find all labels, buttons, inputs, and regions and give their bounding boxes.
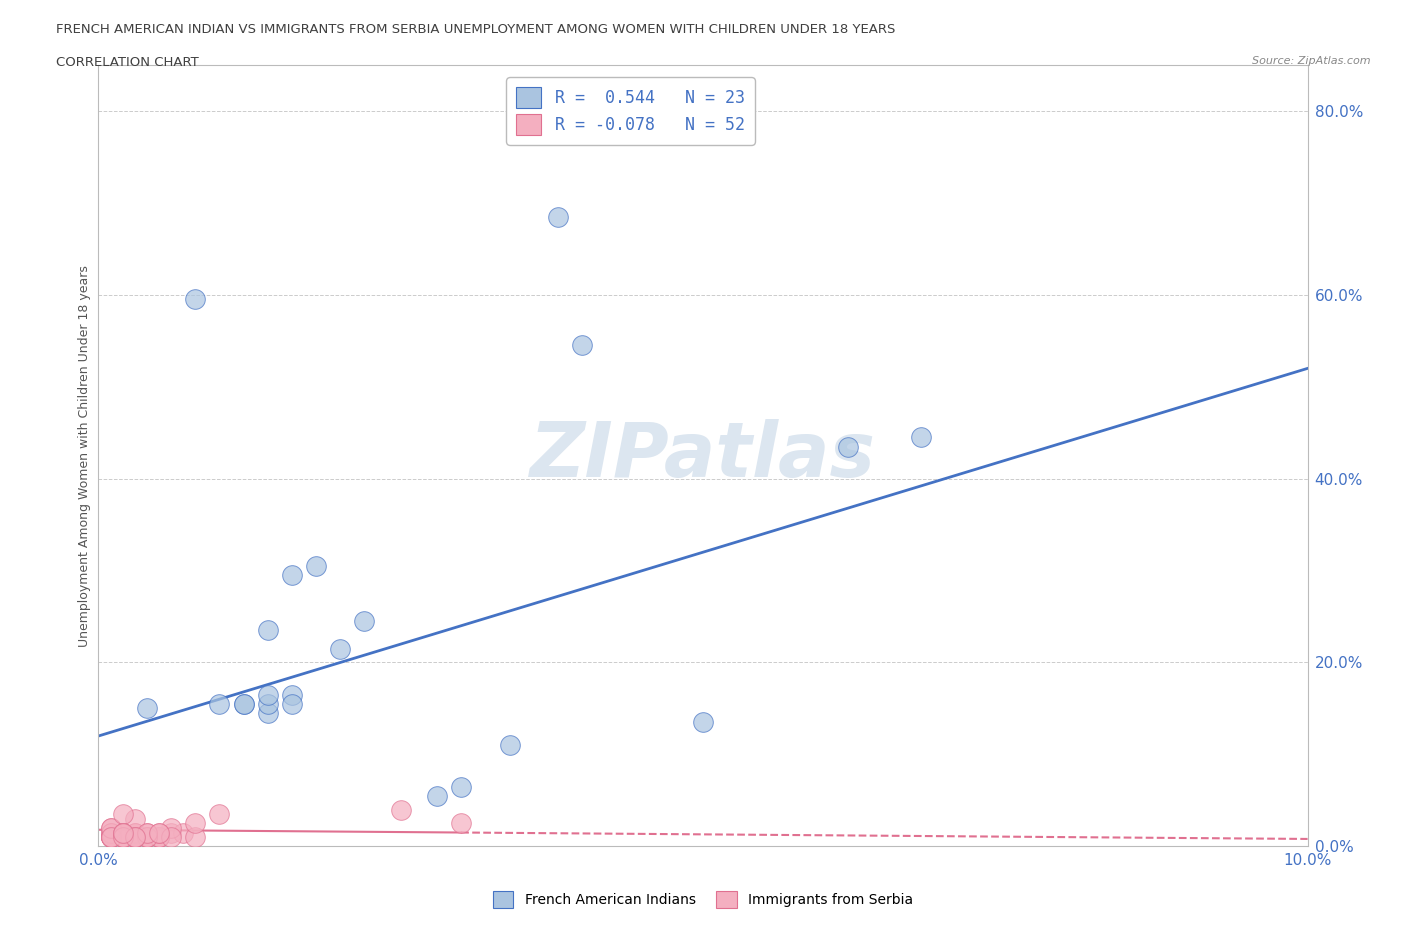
Point: [100, 820, 122, 835]
Point: [100, 820, 122, 835]
Point: [184, 830, 207, 844]
Point: [124, 825, 146, 840]
Point: [148, 825, 170, 840]
Point: [498, 737, 520, 752]
Point: [160, 825, 183, 840]
Point: [111, 825, 134, 840]
Point: [111, 825, 134, 840]
Point: [910, 430, 932, 445]
Point: [111, 825, 134, 840]
Point: [111, 830, 134, 844]
Point: [100, 825, 122, 840]
Point: [135, 830, 157, 844]
Point: [100, 830, 122, 844]
Point: [100, 830, 122, 844]
Point: [100, 825, 122, 840]
Point: [353, 614, 375, 629]
Point: [305, 559, 328, 574]
Legend: R =  0.544   N = 23, R = -0.078   N = 52: R = 0.544 N = 23, R = -0.078 N = 52: [506, 77, 755, 145]
Point: [148, 825, 170, 840]
Point: [571, 338, 593, 352]
Text: Source: ZipAtlas.com: Source: ZipAtlas.com: [1253, 56, 1371, 66]
Point: [111, 825, 134, 840]
Point: [256, 687, 278, 702]
Point: [100, 830, 122, 844]
Point: [135, 830, 157, 844]
Legend: French American Indians, Immigrants from Serbia: French American Indians, Immigrants from…: [486, 885, 920, 914]
Point: [135, 825, 157, 840]
Point: [184, 292, 207, 307]
Text: ZIPatlas: ZIPatlas: [530, 418, 876, 493]
Point: [281, 567, 304, 582]
Point: [148, 830, 170, 844]
Point: [111, 830, 134, 844]
Point: [172, 825, 194, 840]
Point: [124, 830, 146, 844]
Point: [160, 830, 183, 844]
Point: [450, 816, 472, 830]
Point: [124, 830, 146, 844]
Point: [281, 687, 304, 702]
Point: [124, 825, 146, 840]
Point: [837, 439, 859, 454]
Point: [100, 830, 122, 844]
Point: [256, 623, 278, 638]
Point: [547, 209, 569, 224]
Point: [135, 830, 157, 844]
Point: [100, 830, 122, 844]
Text: CORRELATION CHART: CORRELATION CHART: [56, 56, 200, 69]
Point: [450, 779, 472, 794]
Point: [124, 830, 146, 844]
Point: [111, 830, 134, 844]
Point: [692, 715, 714, 730]
Point: [148, 830, 170, 844]
Point: [124, 830, 146, 844]
Point: [232, 697, 254, 711]
Point: [135, 701, 157, 716]
Point: [160, 820, 183, 835]
Point: [389, 802, 412, 817]
Point: [256, 697, 278, 711]
Point: [256, 706, 278, 721]
Point: [111, 825, 134, 840]
Point: [148, 830, 170, 844]
Text: FRENCH AMERICAN INDIAN VS IMMIGRANTS FROM SERBIA UNEMPLOYMENT AMONG WOMEN WITH C: FRENCH AMERICAN INDIAN VS IMMIGRANTS FRO…: [56, 23, 896, 36]
Point: [208, 697, 231, 711]
Point: [111, 830, 134, 844]
Point: [111, 830, 134, 844]
Point: [100, 830, 122, 844]
Point: [135, 830, 157, 844]
Point: [281, 697, 304, 711]
Point: [426, 789, 449, 804]
Point: [124, 830, 146, 844]
Point: [184, 816, 207, 830]
Point: [124, 830, 146, 844]
Point: [124, 830, 146, 844]
Point: [329, 642, 352, 657]
Point: [111, 806, 134, 821]
Point: [111, 825, 134, 840]
Point: [135, 825, 157, 840]
Y-axis label: Unemployment Among Women with Children Under 18 years: Unemployment Among Women with Children U…: [79, 265, 91, 646]
Point: [232, 697, 254, 711]
Point: [124, 811, 146, 826]
Point: [208, 806, 231, 821]
